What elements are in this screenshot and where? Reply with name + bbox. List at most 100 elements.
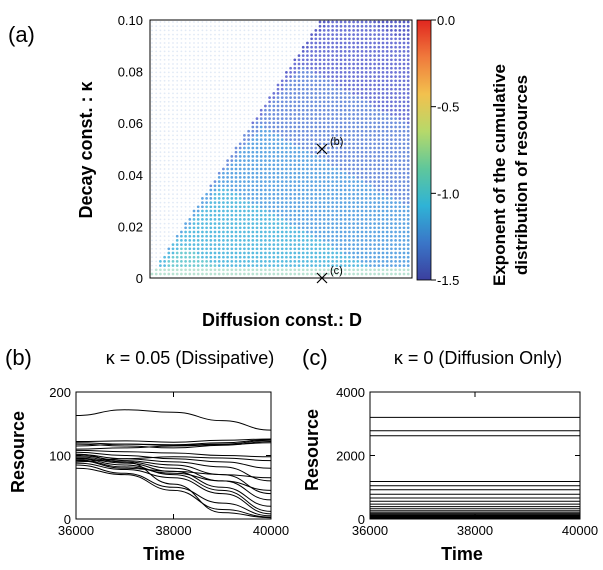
heatmap-dot [188, 71, 191, 74]
heatmap-dot [243, 117, 246, 120]
heatmap-dot [155, 176, 158, 179]
heatmap-dot [373, 37, 376, 41]
heatmap-dot [268, 205, 271, 209]
heatmap-dots [150, 20, 411, 278]
heatmap-dot [205, 100, 208, 103]
heatmap-dot [264, 209, 267, 213]
heatmap-dot [268, 42, 271, 44]
heatmap-dot [306, 234, 309, 238]
heatmap-dot [159, 109, 162, 112]
heatmap-dot [205, 151, 208, 154]
heatmap-dot [289, 171, 292, 175]
heatmap-dot [327, 184, 330, 188]
heatmap-dot [188, 37, 191, 40]
heatmap-dot [172, 155, 174, 158]
heatmap-dot [205, 105, 208, 107]
heatmap-dot [172, 239, 174, 242]
heatmap-dot [277, 58, 279, 61]
heatmap-dot [247, 29, 250, 32]
heatmap-dot [251, 125, 255, 129]
heatmap-dot [222, 54, 225, 57]
heatmap-dot [175, 264, 179, 267]
heatmap-dot [235, 100, 237, 103]
heatmap-dot [335, 54, 339, 57]
heatmap-dot [348, 230, 351, 234]
heatmap-dot [188, 243, 192, 246]
heatmap-dot [398, 104, 402, 108]
heatmap-dot [318, 230, 322, 234]
heatmap-dot [356, 155, 360, 158]
heatmap-dot [230, 243, 234, 246]
heatmap-dot [343, 247, 347, 251]
heatmap-dot [314, 138, 318, 141]
heatmap-dot [331, 45, 334, 49]
heatmap-dot [167, 142, 170, 145]
heatmap-dot [175, 234, 179, 238]
heatmap-dot [348, 184, 351, 188]
heatmap-dot [306, 218, 309, 221]
heatmap-dot [268, 25, 271, 28]
heatmap-dot [348, 45, 351, 49]
heatmap-dot [306, 180, 309, 183]
heatmap-dot [176, 226, 179, 229]
heatmap-dot [356, 251, 360, 255]
heatmap-dot [301, 226, 305, 230]
heatmap-dot [209, 188, 213, 192]
heatmap-dot [280, 79, 284, 83]
heatmap-dot [406, 45, 410, 49]
heatmap-dot [222, 63, 225, 65]
heatmap-dot [255, 251, 259, 255]
heatmap-dot [268, 213, 271, 217]
heatmap-dot [209, 42, 212, 44]
heatmap-dot [318, 92, 322, 95]
heatmap-dot [163, 130, 166, 133]
heatmap-dot [201, 147, 204, 149]
heatmap-dot [331, 29, 334, 32]
heatmap-dot [159, 67, 162, 70]
heatmap-dot [289, 205, 292, 209]
x-tick-label: 36000 [352, 523, 388, 538]
heatmap-dot [196, 230, 200, 234]
heatmap-dot [259, 150, 263, 154]
heatmap-dot [163, 67, 166, 70]
heatmap-dot [335, 33, 339, 36]
heatmap-dot [159, 25, 162, 28]
heatmap-dot [218, 134, 221, 137]
heatmap-dot [364, 66, 368, 70]
heatmap-dot [230, 88, 233, 91]
heatmap-dot [356, 138, 360, 141]
heatmap-dot [167, 58, 170, 61]
panel-c-label: (c) [302, 345, 328, 370]
heatmap-dot [209, 230, 213, 234]
heatmap-dot [251, 113, 254, 116]
heatmap-dot [364, 205, 368, 209]
heatmap-dot [381, 142, 385, 146]
heatmap-dot [151, 197, 153, 200]
heatmap-dot [268, 75, 271, 78]
heatmap-dot [390, 54, 393, 57]
heatmap-dot [293, 205, 297, 209]
heatmap-dot [159, 134, 162, 137]
series-line [75, 451, 272, 469]
heatmap-dot [327, 226, 330, 230]
heatmap-dot [222, 264, 225, 267]
heatmap-dot [331, 201, 334, 204]
heatmap-dot [331, 125, 334, 129]
heatmap-dot [348, 205, 351, 209]
heatmap-dot [390, 37, 393, 41]
heatmap-dot [163, 239, 166, 242]
heatmap-dot [175, 239, 179, 242]
heatmap-dot [209, 226, 213, 230]
heatmap-dot [322, 222, 326, 225]
heatmap-dot [238, 234, 242, 238]
heatmap-dot [167, 54, 170, 57]
heatmap-dot [331, 188, 334, 192]
heatmap-dot [209, 21, 212, 23]
heatmap-dot [322, 171, 326, 175]
heatmap-dot [335, 272, 339, 276]
heatmap-dot [272, 247, 276, 251]
heatmap-dot [314, 159, 318, 162]
heatmap-dot [381, 239, 385, 242]
heatmap-dot [385, 37, 389, 41]
heatmap-dot [230, 159, 234, 162]
